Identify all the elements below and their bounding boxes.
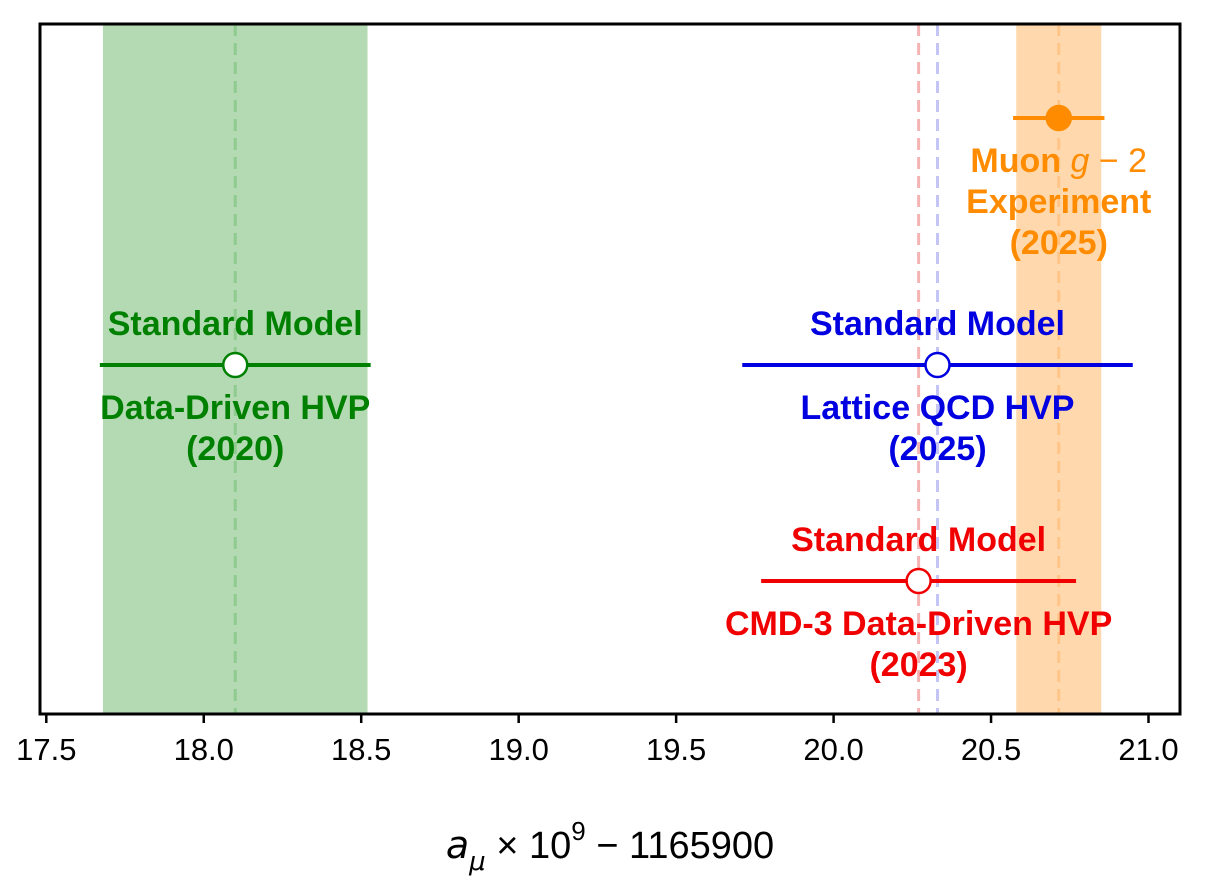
x-tick-label-0: 17.5 [16,732,76,767]
data-point-1 [221,351,249,379]
series-3-label-below-0: CMD-3 Data-Driven HVP [725,605,1112,643]
bands-layer [102,24,1102,714]
series-3-label-above-0: Standard Model [791,521,1046,559]
x-tick-label-2: 18.5 [331,732,391,767]
x-tick-label-5: 20.0 [803,732,863,767]
series-1-label-below-0: Data-Driven HVP [100,389,370,427]
series-1-label-below-1: (2020) [186,430,284,468]
x-tick-label-1: 18.0 [174,732,234,767]
series-0-label-below-1: Experiment [966,183,1151,221]
x-axis-label-symbol: a [446,823,469,867]
series-2-label-below-0: Lattice QCD HVP [801,389,1075,427]
x-axis-label-offset: − 1165900 [586,825,774,867]
x-tick-label-7: 21.0 [1118,732,1178,767]
x-axis-label: aμ × 109 − 1165900 [446,816,774,877]
series-1-label-above-0: Standard Model [108,305,363,343]
data-point-0 [1045,104,1073,132]
series-3: Standard Model CMD-3 Data-Driven HVP(2023… [725,521,1112,684]
series-1: Standard Model Data-Driven HVP(2020) [99,305,371,468]
x-tick-label-4: 19.5 [646,732,706,767]
x-tick-label-6: 20.5 [961,732,1021,767]
x-tick-label-3: 19.0 [489,732,549,767]
x-axis-ticks: 17.5 18.0 18.5 19.0 19.5 20.0 20.5 21.0 [16,714,1179,767]
series-0-label-below-0: Muon g − 2 [970,142,1147,180]
series-2: Standard Model Lattice QCD HVP(2025) [742,305,1133,468]
x-axis-label-times: × 10 [486,825,572,867]
data-point-3 [905,567,932,595]
x-axis-label-exponent: 9 [571,816,585,846]
series-3-label-below-1: (2023) [869,646,967,684]
plot-frame [38,22,1182,716]
data-point-2 [924,351,951,379]
x-axis-label-subscript: μ [468,847,486,877]
series-0-label-below-2: (2025) [1010,224,1108,262]
series-2-label-below-1: (2025) [888,430,986,468]
series-2-label-above-0: Standard Model [810,305,1065,343]
